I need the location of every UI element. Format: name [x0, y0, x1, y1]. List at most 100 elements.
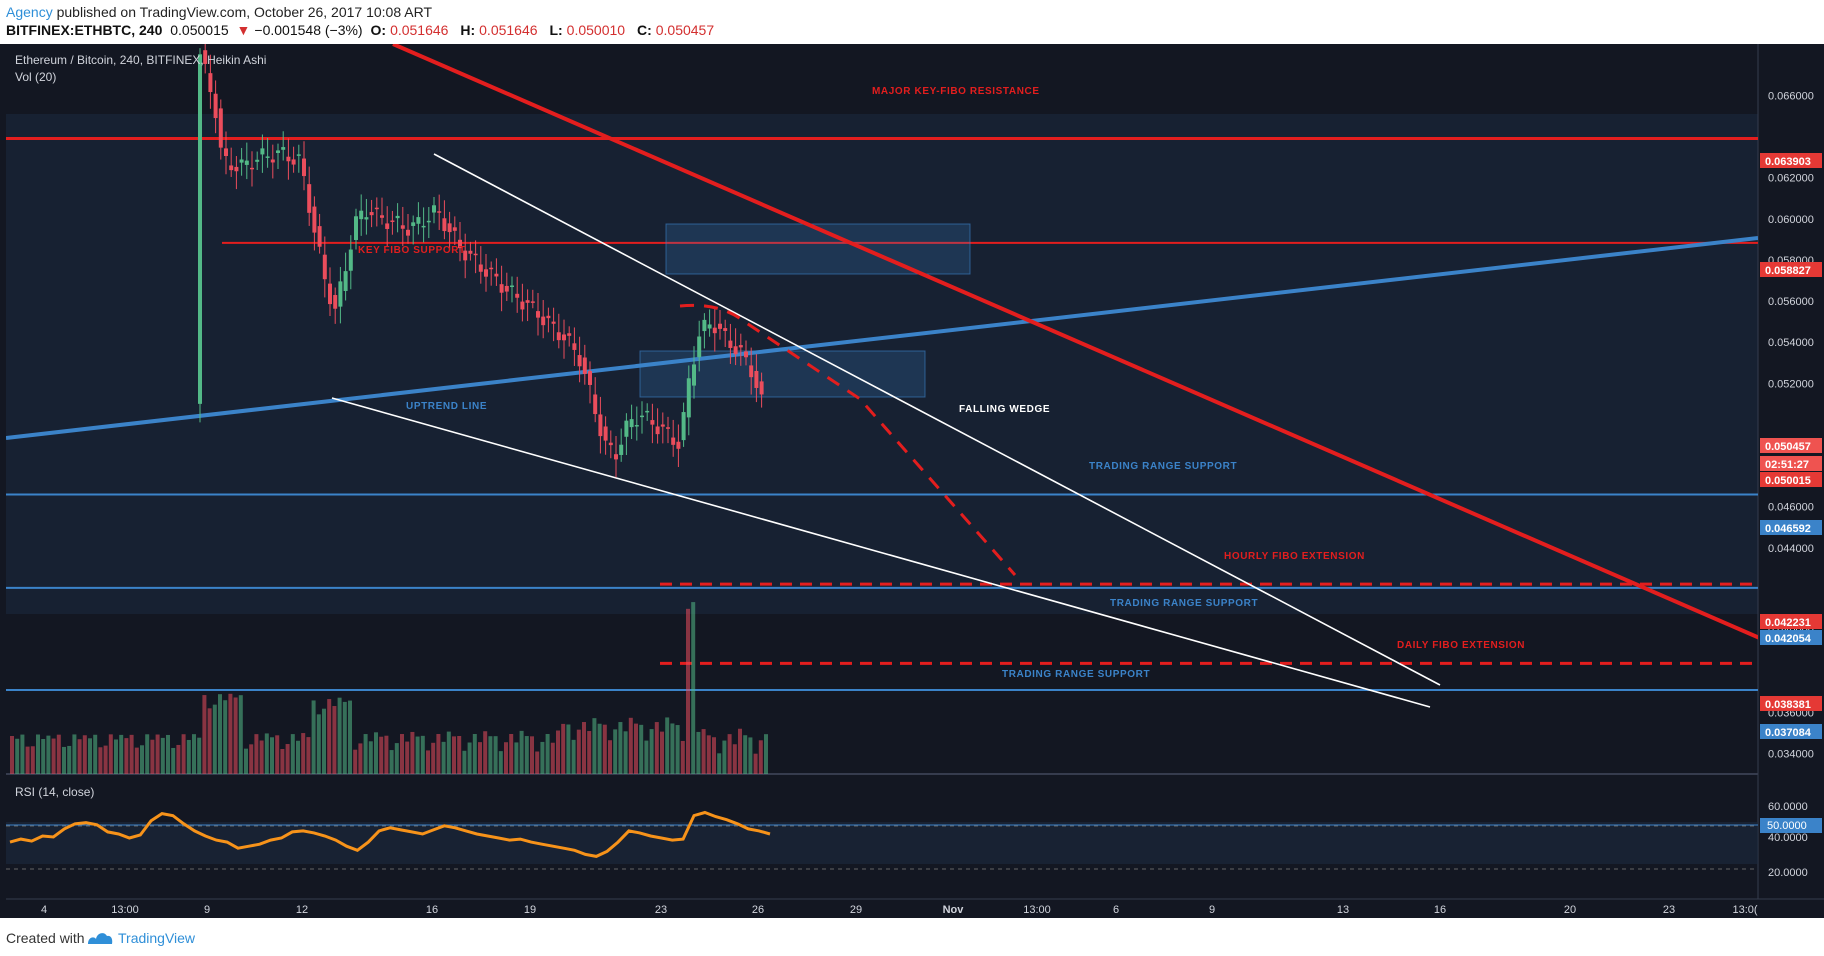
candle-body[interactable] — [525, 300, 530, 303]
candle-body[interactable] — [312, 206, 317, 233]
wedge-upper-line[interactable] — [433, 153, 1441, 686]
candle-body[interactable] — [484, 269, 488, 277]
candle-body[interactable] — [302, 158, 306, 177]
candle-body[interactable] — [218, 108, 223, 148]
candle-body[interactable] — [380, 215, 384, 218]
candle-body[interactable] — [707, 324, 712, 329]
candle-body[interactable] — [213, 93, 218, 119]
candle-body[interactable] — [224, 148, 228, 157]
candle-body[interactable] — [712, 327, 717, 334]
candle-body[interactable] — [250, 167, 254, 170]
candle-body[interactable] — [572, 343, 577, 350]
author-link[interactable]: Agency — [6, 4, 53, 20]
candle-body[interactable] — [421, 225, 426, 228]
candle-body[interactable] — [489, 267, 494, 270]
candle-body[interactable] — [733, 346, 738, 355]
candle-body[interactable] — [447, 223, 452, 233]
candle-body[interactable] — [244, 160, 249, 165]
candle-body[interactable] — [296, 154, 301, 156]
wedge-lower-line[interactable] — [331, 397, 1431, 708]
tradingview-brand-link[interactable]: TradingView — [118, 930, 196, 946]
candle-body[interactable] — [463, 250, 468, 261]
candle-body[interactable] — [458, 239, 462, 249]
candle-body[interactable] — [270, 159, 275, 163]
candle-body[interactable] — [343, 271, 348, 292]
candle-body[interactable] — [660, 424, 665, 427]
candle-body[interactable] — [478, 264, 483, 272]
candle-body[interactable] — [432, 205, 436, 213]
candle-body[interactable] — [738, 345, 743, 348]
candle-body[interactable] — [494, 273, 499, 277]
candle-body[interactable] — [551, 321, 556, 324]
candle-body[interactable] — [255, 159, 260, 162]
candle-body[interactable] — [286, 156, 291, 162]
tradingview-logo-icon[interactable] — [86, 928, 114, 946]
candle-body[interactable] — [744, 351, 748, 358]
candle-body[interactable] — [640, 415, 644, 418]
candle-body[interactable] — [426, 220, 431, 223]
candle-body[interactable] — [307, 184, 312, 213]
candle-body[interactable] — [650, 420, 655, 425]
candle-body[interactable] — [452, 227, 457, 231]
candle-body[interactable] — [416, 217, 421, 224]
candle-body[interactable] — [411, 222, 416, 226]
candle-body[interactable] — [364, 217, 369, 220]
candle-body[interactable] — [395, 215, 400, 219]
candle-body[interactable] — [582, 357, 587, 374]
candle-body[interactable] — [515, 293, 520, 298]
candle-body[interactable] — [562, 334, 566, 341]
candle-body[interactable] — [291, 159, 296, 165]
candle-body[interactable] — [385, 223, 390, 229]
candle-body[interactable] — [619, 444, 624, 455]
candle-body[interactable] — [322, 254, 327, 280]
candle-body[interactable] — [614, 454, 618, 460]
candle-body[interactable] — [208, 73, 213, 93]
candle-body[interactable] — [468, 250, 473, 254]
candle-body[interactable] — [530, 301, 535, 303]
candle-body[interactable] — [510, 285, 514, 288]
candle-body[interactable] — [437, 211, 442, 213]
candle-body[interactable] — [634, 425, 639, 427]
candle-body[interactable] — [686, 378, 691, 418]
candle-body[interactable] — [473, 253, 478, 256]
candle-body[interactable] — [390, 220, 395, 222]
candle-body[interactable] — [265, 156, 270, 158]
candle-body[interactable] — [608, 442, 613, 446]
candle-body[interactable] — [624, 420, 629, 437]
candle-body[interactable] — [281, 147, 286, 150]
candle-body[interactable] — [203, 50, 208, 64]
candle-body[interactable] — [676, 441, 681, 449]
candle-body[interactable] — [681, 412, 686, 441]
candle-body[interactable] — [645, 410, 650, 413]
uptrend-line[interactable] — [6, 236, 1758, 440]
projection-path[interactable] — [679, 303, 1017, 576]
candle-body[interactable] — [442, 218, 447, 232]
candle-body[interactable] — [333, 295, 338, 309]
candle-body[interactable] — [369, 212, 374, 216]
candle-body[interactable] — [749, 365, 754, 378]
candle-body[interactable] — [759, 381, 764, 395]
candle-body[interactable] — [655, 426, 660, 435]
candle-body[interactable] — [276, 150, 280, 153]
candle-body[interactable] — [728, 340, 733, 348]
candle-body[interactable] — [328, 283, 332, 305]
candle-body[interactable] — [598, 414, 603, 437]
candle-body[interactable] — [374, 207, 379, 210]
candle-body[interactable] — [400, 225, 405, 229]
candle-body[interactable] — [406, 229, 410, 236]
candle-body[interactable] — [718, 323, 722, 329]
candle-body[interactable] — [338, 281, 343, 307]
candle-body[interactable] — [348, 249, 353, 271]
candle-body[interactable] — [588, 371, 592, 385]
candle-body[interactable] — [546, 315, 551, 319]
candle-body[interactable] — [702, 319, 707, 332]
candle-body[interactable] — [754, 370, 759, 388]
candle-body[interactable] — [541, 316, 546, 326]
major-downtrend-line[interactable] — [392, 44, 1824, 666]
candle-body[interactable] — [229, 165, 234, 171]
candle-body[interactable] — [260, 148, 265, 155]
candle-body[interactable] — [536, 311, 540, 318]
candle-body[interactable] — [317, 226, 322, 247]
chart-canvas[interactable]: MAJOR KEY-FIBO RESISTANCE KEY FIBO SUPPO… — [0, 44, 1824, 918]
candle-body[interactable] — [520, 301, 525, 310]
